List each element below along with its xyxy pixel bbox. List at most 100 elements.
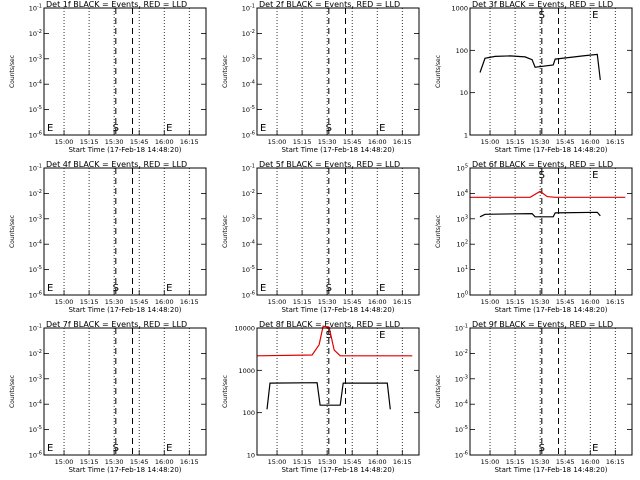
y-tick-label: 10-5 — [29, 265, 42, 274]
x-tick-label: 15:45 — [343, 298, 362, 306]
x-tick-label: 15:45 — [130, 298, 149, 306]
y-tick-label: 100 — [457, 291, 468, 300]
marker-label: E — [379, 283, 385, 294]
y-tick-label: 103 — [457, 214, 468, 223]
x-tick-label: 16:15 — [393, 458, 412, 466]
lld-series-line — [256, 325, 413, 357]
y-tick-label: 10-3 — [242, 214, 255, 223]
y-tick-label: 10-1 — [29, 4, 42, 13]
y-tick-label: 100 — [243, 409, 255, 417]
x-tick-label: 15:15 — [506, 298, 525, 306]
y-tick-label: 10 — [247, 452, 255, 460]
y-tick-label: 10-4 — [242, 80, 255, 89]
marker-label: E — [260, 283, 266, 294]
y-tick-label: 102 — [457, 240, 468, 249]
y-tick-label: 10-5 — [242, 265, 255, 274]
x-tick-label: 15:30 — [318, 298, 337, 306]
x-axis-label: Start Time (17-Feb-18 14:48:20) — [494, 306, 607, 314]
x-tick-label: 15:00 — [55, 298, 74, 306]
y-tick-label: 10-2 — [29, 29, 42, 38]
y-tick-label: 10-6 — [242, 131, 255, 140]
y-tick-label: 10-2 — [242, 189, 255, 198]
x-tick-label: 15:45 — [130, 138, 149, 146]
x-tick-label: 15:30 — [318, 458, 337, 466]
plot-frame — [43, 327, 207, 456]
x-tick-label: 16:15 — [393, 138, 412, 146]
marker-label: S — [539, 443, 545, 454]
x-tick-label: 16:00 — [581, 298, 600, 306]
chart-panel-9: Det 9f BLACK = Events, RED = LLD Counts/s… — [435, 320, 633, 474]
x-tick-label: 16:15 — [606, 458, 625, 466]
x-tick-label: 15:00 — [268, 298, 287, 306]
x-tick-label: 15:30 — [105, 138, 124, 146]
x-tick-label: 16:00 — [155, 138, 174, 146]
marker-label: E — [592, 170, 598, 181]
x-axis-label: Start Time (17-Feb-18 14:48:20) — [68, 306, 181, 314]
x-tick-label: 16:00 — [368, 298, 387, 306]
marker-label: S — [113, 123, 119, 134]
y-axis-label: Counts/sec — [9, 55, 16, 88]
chart-panel-6: Det 6f BLACK = Events, RED = LLD Counts/s… — [435, 160, 633, 314]
chart-title: Det 4f BLACK = Events, RED = LLD — [46, 160, 187, 169]
y-tick-label: 10-2 — [455, 349, 468, 358]
y-tick-label: 1 — [464, 132, 468, 140]
marker-label: E — [166, 443, 172, 454]
y-tick-label: 10-2 — [242, 29, 255, 38]
chart-title: Det 1f BLACK = Events, RED = LLD — [46, 0, 187, 9]
x-tick-label: 16:15 — [606, 138, 625, 146]
y-tick-label: 10-3 — [29, 374, 42, 383]
marker-label: S — [326, 330, 332, 341]
y-axis-label: Counts/sec — [222, 375, 229, 408]
chart-panel-7: Det 7f BLACK = Events, RED = LLD Counts/s… — [9, 320, 207, 474]
x-tick-label: 15:15 — [293, 458, 312, 466]
marker-label: S — [113, 443, 119, 454]
events-series-line — [266, 382, 391, 410]
x-axis-label: Start Time (17-Feb-18 14:48:20) — [494, 466, 607, 474]
y-tick-label: 10-6 — [29, 451, 42, 460]
y-tick-label: 10-2 — [29, 349, 42, 358]
x-tick-label: 15:45 — [343, 458, 362, 466]
x-tick-label: 15:30 — [318, 138, 337, 146]
x-tick-label: 15:45 — [343, 138, 362, 146]
marker-label: E — [166, 123, 172, 134]
x-tick-label: 16:00 — [155, 458, 174, 466]
marker-label: E — [47, 283, 53, 294]
y-tick-label: 10-4 — [29, 400, 42, 409]
x-tick-label: 15:15 — [293, 138, 312, 146]
marker-label: S — [539, 10, 545, 21]
plot-frame — [469, 167, 633, 296]
chart-title: Det 6f BLACK = Events, RED = LLD — [472, 160, 613, 169]
marker-label: E — [592, 10, 598, 21]
x-tick-label: 15:15 — [293, 298, 312, 306]
chart-panel-1: Det 1f BLACK = Events, RED = LLD Counts/s… — [9, 0, 207, 154]
x-axis-label: Start Time (17-Feb-18 14:48:20) — [68, 466, 181, 474]
x-tick-label: 15:00 — [55, 138, 74, 146]
x-tick-label: 15:00 — [55, 458, 74, 466]
y-axis-label: Counts/sec — [435, 55, 442, 88]
y-tick-label: 10-5 — [242, 105, 255, 114]
marker-label: E — [47, 123, 53, 134]
x-tick-label: 15:00 — [481, 458, 500, 466]
x-tick-label: 15:30 — [531, 138, 550, 146]
marker-label: E — [260, 123, 266, 134]
x-tick-label: 15:00 — [481, 138, 500, 146]
chart-panel-8: Det 8f BLACK = Events, RED = LLD Counts/s… — [222, 320, 420, 474]
marker-label: S — [326, 123, 332, 134]
y-tick-label: 10-5 — [455, 425, 468, 434]
chart-title: Det 7f BLACK = Events, RED = LLD — [46, 320, 187, 329]
plot-frame — [43, 7, 207, 136]
y-tick-label: 10-5 — [29, 425, 42, 434]
events-series-line — [479, 211, 601, 218]
plot-frame — [43, 167, 207, 296]
y-tick-label: 10-3 — [29, 214, 42, 223]
marker-label: S — [113, 283, 119, 294]
x-tick-label: 15:00 — [268, 138, 287, 146]
y-tick-label: 105 — [457, 164, 468, 173]
y-axis-label: Counts/sec — [435, 215, 442, 248]
y-axis-label: Counts/sec — [9, 375, 16, 408]
x-tick-label: 16:00 — [368, 138, 387, 146]
y-tick-label: 10-4 — [455, 400, 468, 409]
y-tick-label: 10-1 — [242, 164, 255, 173]
y-tick-label: 10-5 — [29, 105, 42, 114]
x-axis-label: Start Time (17-Feb-18 14:48:20) — [281, 466, 394, 474]
